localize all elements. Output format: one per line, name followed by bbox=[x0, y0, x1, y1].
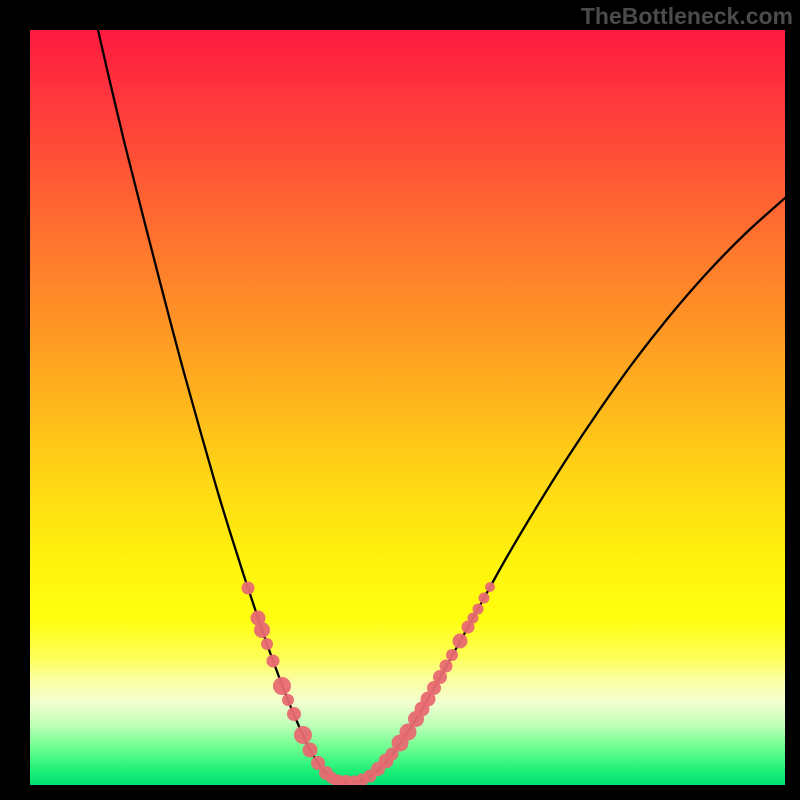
data-dot bbox=[473, 604, 484, 615]
data-dot bbox=[254, 622, 270, 638]
data-dot bbox=[453, 634, 468, 649]
data-dot bbox=[267, 655, 280, 668]
data-dot bbox=[273, 677, 291, 695]
data-dot bbox=[485, 582, 495, 592]
data-dot bbox=[287, 707, 301, 721]
curve-layer bbox=[30, 30, 785, 785]
plot-area bbox=[30, 30, 785, 785]
data-dot bbox=[446, 649, 458, 661]
data-dots bbox=[242, 582, 496, 786]
data-dot bbox=[242, 582, 255, 595]
data-dot bbox=[261, 638, 273, 650]
data-dot bbox=[440, 660, 453, 673]
data-dot bbox=[282, 694, 294, 706]
watermark-text: TheBottleneck.com bbox=[581, 3, 793, 30]
data-dot bbox=[303, 743, 318, 758]
data-dot bbox=[479, 593, 490, 604]
data-dot bbox=[294, 726, 312, 744]
chart-stage: TheBottleneck.com bbox=[0, 0, 800, 800]
